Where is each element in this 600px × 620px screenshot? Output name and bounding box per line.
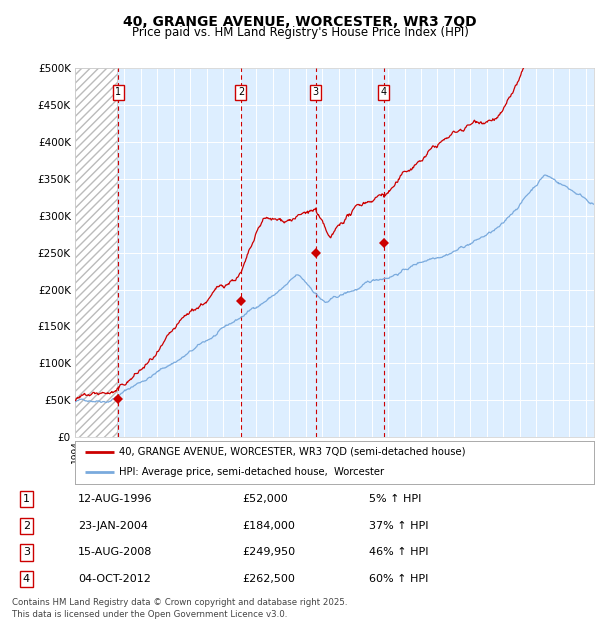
Text: 46% ↑ HPI: 46% ↑ HPI — [369, 547, 428, 557]
Text: 40, GRANGE AVENUE, WORCESTER, WR3 7QD: 40, GRANGE AVENUE, WORCESTER, WR3 7QD — [123, 15, 477, 29]
Text: Contains HM Land Registry data © Crown copyright and database right 2025.
This d: Contains HM Land Registry data © Crown c… — [12, 598, 347, 619]
Text: 4: 4 — [381, 87, 387, 97]
Text: 04-OCT-2012: 04-OCT-2012 — [78, 574, 151, 584]
Text: £262,500: £262,500 — [242, 574, 295, 584]
Text: £184,000: £184,000 — [242, 521, 295, 531]
Text: 15-AUG-2008: 15-AUG-2008 — [78, 547, 152, 557]
Text: 1: 1 — [23, 494, 30, 504]
Text: 3: 3 — [23, 547, 30, 557]
Text: 60% ↑ HPI: 60% ↑ HPI — [369, 574, 428, 584]
Text: HPI: Average price, semi-detached house,  Worcester: HPI: Average price, semi-detached house,… — [119, 467, 384, 477]
Text: Price paid vs. HM Land Registry's House Price Index (HPI): Price paid vs. HM Land Registry's House … — [131, 26, 469, 38]
Text: £249,950: £249,950 — [242, 547, 296, 557]
Text: 37% ↑ HPI: 37% ↑ HPI — [369, 521, 428, 531]
Text: 5% ↑ HPI: 5% ↑ HPI — [369, 494, 421, 504]
Text: 3: 3 — [313, 87, 319, 97]
Text: 23-JAN-2004: 23-JAN-2004 — [78, 521, 148, 531]
Text: 12-AUG-1996: 12-AUG-1996 — [78, 494, 153, 504]
Text: 40, GRANGE AVENUE, WORCESTER, WR3 7QD (semi-detached house): 40, GRANGE AVENUE, WORCESTER, WR3 7QD (s… — [119, 447, 466, 457]
Text: 2: 2 — [238, 87, 244, 97]
Text: 2: 2 — [23, 521, 30, 531]
Text: £52,000: £52,000 — [242, 494, 288, 504]
Text: 1: 1 — [115, 87, 121, 97]
Text: 4: 4 — [23, 574, 30, 584]
